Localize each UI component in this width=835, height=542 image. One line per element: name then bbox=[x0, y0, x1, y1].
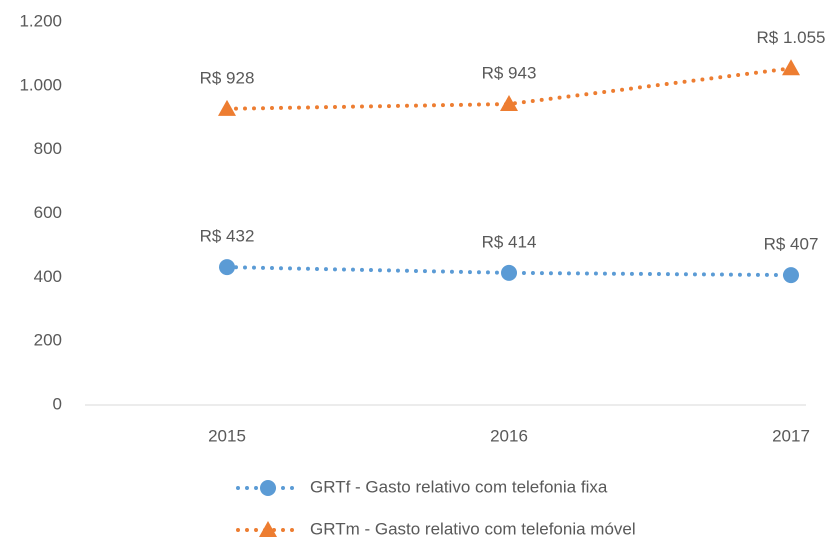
y-tick-label: 1.200 bbox=[19, 11, 62, 30]
x-tick-label: 2017 bbox=[772, 426, 810, 445]
marker bbox=[218, 99, 236, 116]
y-tick-label: 600 bbox=[34, 203, 62, 222]
marker bbox=[782, 59, 800, 76]
y-tick-label: 400 bbox=[34, 267, 62, 286]
marker bbox=[219, 259, 235, 276]
data-label: R$ 1.055 bbox=[757, 28, 826, 47]
marker bbox=[501, 264, 517, 281]
data-label: R$ 414 bbox=[482, 232, 537, 251]
legend-label: GRTf - Gasto relativo com telefonia fixa bbox=[310, 477, 608, 496]
x-tick-label: 2016 bbox=[490, 426, 528, 445]
marker bbox=[260, 480, 276, 496]
y-tick-label: 1.000 bbox=[19, 75, 62, 94]
x-tick-label: 2015 bbox=[208, 426, 246, 445]
legend-label: GRTm - Gasto relativo com telefonia móve… bbox=[310, 519, 636, 538]
y-tick-label: 200 bbox=[34, 331, 62, 350]
data-label: R$ 943 bbox=[482, 64, 537, 83]
data-label: R$ 407 bbox=[764, 235, 819, 254]
y-tick-label: 800 bbox=[34, 139, 62, 158]
marker bbox=[259, 521, 277, 537]
data-label: R$ 928 bbox=[200, 68, 255, 87]
y-tick-label: 0 bbox=[53, 394, 62, 413]
data-label: R$ 432 bbox=[200, 227, 255, 246]
marker bbox=[500, 95, 518, 112]
marker bbox=[783, 267, 799, 284]
